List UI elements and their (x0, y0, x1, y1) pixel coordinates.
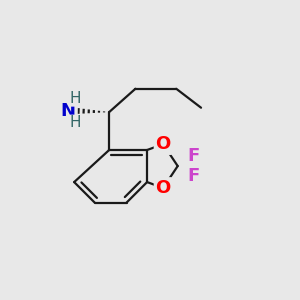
Text: O: O (155, 135, 171, 153)
Text: N: N (61, 102, 76, 120)
Text: H: H (70, 91, 81, 106)
Text: O: O (155, 179, 171, 197)
Text: H: H (70, 116, 81, 130)
Text: F: F (188, 167, 200, 185)
Text: F: F (188, 147, 200, 165)
